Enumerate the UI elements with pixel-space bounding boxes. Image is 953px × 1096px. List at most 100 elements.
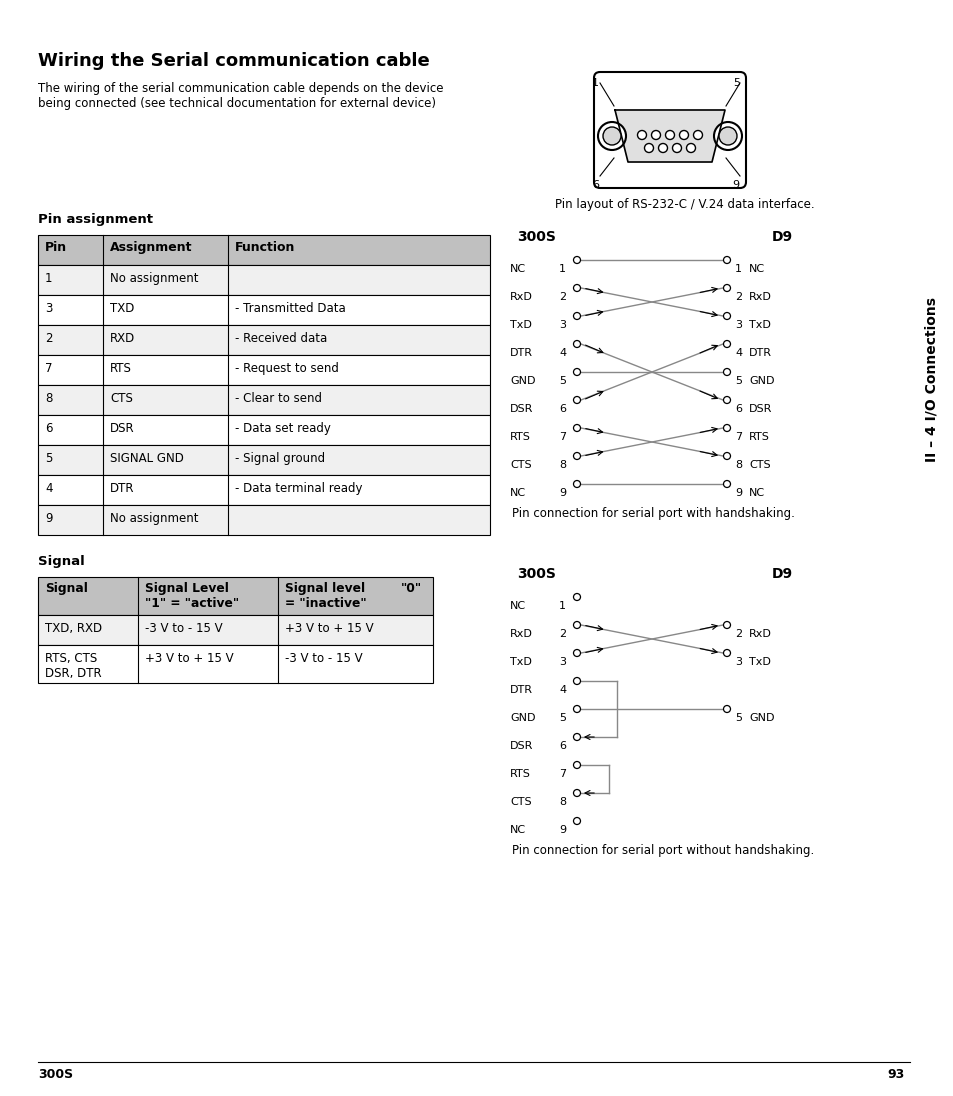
Circle shape <box>644 144 653 152</box>
Text: DTR: DTR <box>510 349 533 358</box>
Text: DSR: DSR <box>510 404 533 414</box>
Circle shape <box>722 453 730 459</box>
Text: 8: 8 <box>734 460 741 470</box>
Text: 2: 2 <box>734 292 741 302</box>
Text: 4: 4 <box>558 685 565 695</box>
Circle shape <box>602 127 620 145</box>
Text: 4: 4 <box>45 482 52 495</box>
Text: 7: 7 <box>558 769 565 779</box>
Circle shape <box>598 122 625 150</box>
Circle shape <box>637 130 646 139</box>
Text: 5: 5 <box>732 78 740 88</box>
Text: 7: 7 <box>558 432 565 442</box>
Circle shape <box>722 621 730 628</box>
Text: 6: 6 <box>558 404 565 414</box>
Circle shape <box>573 368 579 376</box>
Text: 8: 8 <box>558 460 565 470</box>
Text: 7: 7 <box>734 432 741 442</box>
Text: DSR: DSR <box>748 404 772 414</box>
Text: RxD: RxD <box>748 292 771 302</box>
Text: 8: 8 <box>558 797 565 807</box>
Text: - Request to send: - Request to send <box>234 362 338 375</box>
Text: TxD: TxD <box>748 657 770 667</box>
Circle shape <box>665 130 674 139</box>
Text: RxD: RxD <box>748 629 771 639</box>
Text: -3 V to - 15 V: -3 V to - 15 V <box>285 652 362 665</box>
Circle shape <box>713 122 741 150</box>
Text: +3 V to + 15 V: +3 V to + 15 V <box>285 623 374 635</box>
Text: Wiring the Serial communication cable: Wiring the Serial communication cable <box>38 52 429 70</box>
Text: GND: GND <box>748 376 774 386</box>
Text: 300S: 300S <box>517 567 556 581</box>
Circle shape <box>658 144 667 152</box>
Text: II – 4 I/O Connections: II – 4 I/O Connections <box>924 297 938 463</box>
Bar <box>38 646 433 683</box>
Circle shape <box>573 677 579 685</box>
Text: 93: 93 <box>887 1068 904 1081</box>
Bar <box>38 505 490 535</box>
Text: 3: 3 <box>558 320 565 330</box>
Text: 5: 5 <box>734 376 741 386</box>
Circle shape <box>693 130 701 139</box>
Text: 1: 1 <box>592 78 598 88</box>
Text: Assignment: Assignment <box>110 241 193 254</box>
Text: GND: GND <box>510 376 535 386</box>
Bar <box>38 385 490 415</box>
Text: 3: 3 <box>734 657 741 667</box>
Text: 4: 4 <box>558 349 565 358</box>
Circle shape <box>722 650 730 657</box>
Text: Pin connection for serial port with handshaking.: Pin connection for serial port with hand… <box>512 507 794 520</box>
Circle shape <box>573 621 579 628</box>
Circle shape <box>679 130 688 139</box>
Circle shape <box>719 127 737 145</box>
Text: "0": "0" <box>400 582 421 595</box>
Text: RTS: RTS <box>510 769 530 779</box>
Text: 3: 3 <box>734 320 741 330</box>
Text: NC: NC <box>748 264 764 274</box>
Circle shape <box>722 480 730 488</box>
Text: 7: 7 <box>45 362 52 375</box>
Text: - Clear to send: - Clear to send <box>234 392 322 406</box>
Bar <box>38 445 490 475</box>
Text: 6: 6 <box>45 422 52 435</box>
Circle shape <box>722 256 730 263</box>
Text: - Data set ready: - Data set ready <box>234 422 331 435</box>
Text: DSR: DSR <box>510 741 533 751</box>
Text: +3 V to + 15 V: +3 V to + 15 V <box>145 652 233 665</box>
Text: NC: NC <box>510 601 525 610</box>
Text: - Transmitted Data: - Transmitted Data <box>234 302 345 315</box>
Text: - Data terminal ready: - Data terminal ready <box>234 482 362 495</box>
Circle shape <box>573 285 579 292</box>
Text: 300S: 300S <box>517 230 556 244</box>
Bar <box>38 415 490 445</box>
Text: 1: 1 <box>558 264 565 274</box>
Circle shape <box>722 706 730 712</box>
Text: GND: GND <box>748 713 774 723</box>
Circle shape <box>722 397 730 403</box>
Text: 2: 2 <box>45 332 52 345</box>
Text: TxD: TxD <box>510 657 532 667</box>
Text: No assignment: No assignment <box>110 512 198 525</box>
Text: 5: 5 <box>558 713 565 723</box>
Bar <box>38 326 490 355</box>
Bar <box>38 295 490 326</box>
Circle shape <box>573 733 579 741</box>
Circle shape <box>573 256 579 263</box>
Text: RTS: RTS <box>110 362 132 375</box>
Bar <box>38 235 490 265</box>
Bar <box>38 265 490 295</box>
Text: 4: 4 <box>734 349 741 358</box>
Text: 2: 2 <box>558 629 565 639</box>
Text: D9: D9 <box>771 567 792 581</box>
Text: GND: GND <box>510 713 535 723</box>
Bar <box>38 355 490 385</box>
Circle shape <box>573 397 579 403</box>
Bar <box>909 0 953 1096</box>
Text: Signal: Signal <box>45 582 88 595</box>
Circle shape <box>651 130 659 139</box>
Circle shape <box>573 789 579 797</box>
Text: 1: 1 <box>558 601 565 610</box>
Text: RTS: RTS <box>510 432 530 442</box>
Text: 5: 5 <box>734 713 741 723</box>
Text: DSR: DSR <box>110 422 134 435</box>
